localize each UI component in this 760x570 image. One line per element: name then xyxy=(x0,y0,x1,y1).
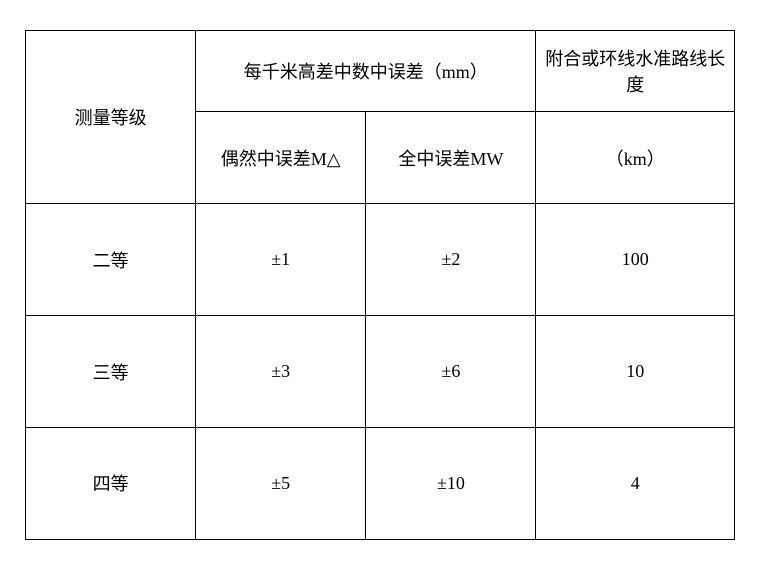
leveling-accuracy-table: 测量等级 每千米高差中数中误差（mm） 附合或环线水准路线长度 偶然中误差M△ … xyxy=(25,30,735,540)
cell-total-error: ±6 xyxy=(366,316,536,428)
table-header-row1: 测量等级 每千米高差中数中误差（mm） 附合或环线水准路线长度 xyxy=(26,31,735,112)
header-route-length: 附合或环线水准路线长度 xyxy=(536,31,735,112)
cell-grade: 二等 xyxy=(26,204,196,316)
header-error-per-km: 每千米高差中数中误差（mm） xyxy=(196,31,536,112)
cell-length: 4 xyxy=(536,427,735,539)
cell-total-error: ±2 xyxy=(366,204,536,316)
cell-total-error: ±10 xyxy=(366,427,536,539)
header-total-error: 全中误差MW xyxy=(366,112,536,204)
header-measurement-grade: 测量等级 xyxy=(26,31,196,204)
table-row: 二等 ±1 ±2 100 xyxy=(26,204,735,316)
cell-grade: 四等 xyxy=(26,427,196,539)
cell-grade: 三等 xyxy=(26,316,196,428)
table-row: 四等 ±5 ±10 4 xyxy=(26,427,735,539)
cell-length: 10 xyxy=(536,316,735,428)
cell-length: 100 xyxy=(536,204,735,316)
cell-random-error: ±1 xyxy=(196,204,366,316)
cell-random-error: ±5 xyxy=(196,427,366,539)
cell-random-error: ±3 xyxy=(196,316,366,428)
table-row: 三等 ±3 ±6 10 xyxy=(26,316,735,428)
header-random-error: 偶然中误差M△ xyxy=(196,112,366,204)
header-route-length-unit: （km） xyxy=(536,112,735,204)
